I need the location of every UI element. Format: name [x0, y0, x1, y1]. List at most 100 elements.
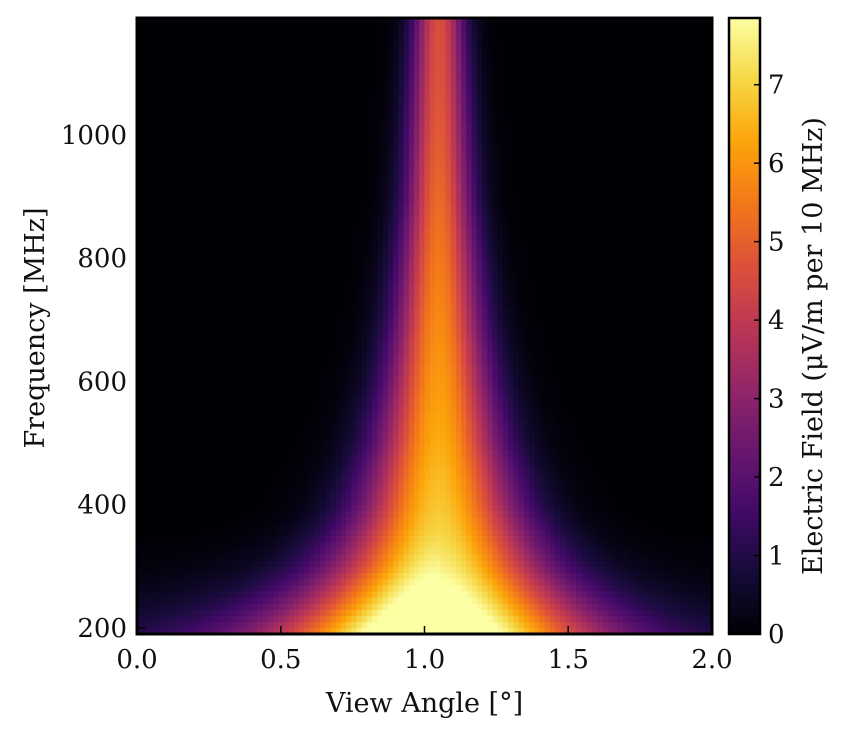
heatmap-cell: [466, 566, 473, 573]
heatmap-cell: [267, 486, 274, 493]
heatmap-cell: [623, 467, 629, 475]
heatmap-cell: [163, 529, 169, 537]
heatmap-cell: [518, 461, 525, 469]
heatmap-cell: [267, 449, 274, 456]
heatmap-cell: [471, 523, 478, 530]
heatmap-cell: [461, 597, 467, 604]
heatmap-cell: [246, 356, 253, 364]
heatmap-cell: [670, 480, 677, 487]
heatmap-cell: [586, 615, 593, 623]
heatmap-cell: [241, 473, 248, 481]
heatmap-cell: [288, 418, 295, 426]
heatmap-cell: [497, 399, 504, 407]
heatmap-cell: [445, 412, 452, 419]
heatmap-cell: [654, 375, 661, 383]
heatmap-cell: [471, 412, 478, 419]
heatmap-cell: [455, 455, 462, 463]
heatmap-cell: [278, 572, 284, 580]
heatmap-cell: [283, 523, 290, 530]
heatmap-cell: [314, 492, 321, 500]
heatmap-cell: [398, 516, 405, 524]
heatmap-cell: [607, 541, 614, 549]
heatmap-cell: [701, 461, 708, 469]
heatmap-cell: [314, 461, 321, 469]
heatmap-cell: [189, 418, 196, 426]
heatmap-cell: [152, 566, 159, 573]
heatmap-cell: [408, 621, 415, 629]
heatmap-cell: [706, 443, 713, 450]
heatmap-cell: [434, 504, 441, 512]
heatmap-cell: [649, 356, 656, 364]
heatmap-cell: [220, 584, 227, 592]
heatmap-cell: [414, 498, 420, 506]
heatmap-cell: [664, 399, 671, 407]
heatmap-cell: [612, 480, 619, 487]
heatmap-cell: [675, 553, 682, 561]
heatmap-cell: [163, 449, 169, 456]
heatmap-cell: [471, 449, 478, 456]
heatmap-cell: [330, 430, 337, 438]
heatmap-cell: [628, 467, 635, 475]
heatmap-cell: [241, 381, 248, 389]
heatmap-cell: [664, 560, 671, 567]
heatmap-cell: [508, 609, 514, 617]
heatmap-cell: [476, 406, 483, 413]
heatmap-cell: [204, 473, 211, 481]
heatmap-cell: [382, 510, 389, 518]
heatmap-cell: [414, 560, 420, 567]
heatmap-cell: [152, 399, 159, 407]
heatmap-cell: [262, 362, 269, 370]
heatmap-cell: [210, 584, 217, 592]
heatmap-cell: [377, 504, 384, 512]
heatmap-cell: [262, 516, 269, 524]
heatmap-cell: [252, 547, 258, 555]
heatmap-cell: [508, 560, 514, 567]
heatmap-cell: [570, 418, 577, 426]
heatmap-cell: [581, 560, 588, 567]
heatmap-cell: [560, 535, 567, 543]
heatmap-cell: [194, 516, 201, 524]
heatmap-cell: [210, 492, 217, 500]
heatmap-cell: [508, 553, 514, 561]
heatmap-cell: [184, 609, 190, 617]
heatmap-cell: [272, 516, 279, 524]
heatmap-cell: [278, 615, 284, 623]
heatmap-cell: [597, 369, 603, 376]
heatmap-cell: [147, 566, 154, 573]
heatmap-cell: [602, 436, 609, 444]
heatmap-cell: [419, 547, 426, 555]
heatmap-cell: [210, 393, 217, 401]
heatmap-cell: [408, 449, 415, 456]
heatmap-cell: [706, 590, 713, 598]
heatmap-cell: [408, 492, 415, 500]
heatmap-cell: [701, 572, 708, 580]
heatmap-cell: [330, 486, 337, 493]
heatmap-cell: [398, 406, 405, 413]
heatmap-cell: [184, 492, 190, 500]
heatmap-cell: [252, 430, 258, 438]
heatmap-cell: [502, 553, 509, 561]
heatmap-cell: [502, 547, 509, 555]
heatmap-cell: [220, 430, 227, 438]
heatmap-cell: [325, 572, 332, 580]
heatmap-cell: [403, 492, 410, 500]
heatmap-cell: [581, 615, 588, 623]
heatmap-cell: [581, 504, 588, 512]
heatmap-cell: [549, 529, 556, 537]
heatmap-cell: [246, 461, 253, 469]
heatmap-cell: [675, 621, 682, 629]
heatmap-cell: [502, 486, 509, 493]
heatmap-cell: [513, 627, 520, 635]
heatmap-cell: [299, 375, 305, 383]
heatmap-cell: [137, 541, 143, 549]
heatmap-cell: [278, 393, 284, 401]
heatmap-cell: [319, 356, 326, 364]
heatmap-cell: [330, 455, 337, 463]
heatmap-cell: [204, 387, 211, 395]
heatmap-cell: [576, 436, 582, 444]
heatmap-cell: [387, 566, 394, 573]
heatmap-cell: [398, 584, 405, 592]
heatmap-cell: [518, 375, 525, 383]
heatmap-cell: [523, 597, 530, 604]
heatmap-cell: [440, 597, 447, 604]
